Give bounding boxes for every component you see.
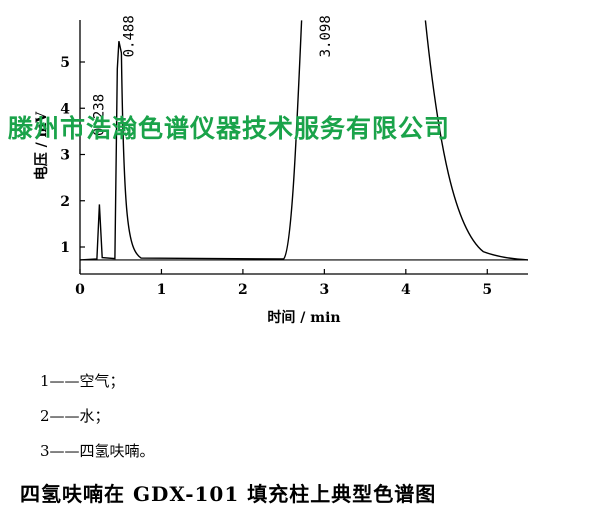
legend-item-1: 1——空气； <box>40 372 125 390</box>
legend-item-3: 3——四氢呋喃。 <box>40 442 155 460</box>
y-tick-label-2: 3 <box>60 148 70 164</box>
chromatogram-trace <box>79 20 529 261</box>
peak-label-2: 0.488 <box>122 15 138 57</box>
peak-label-1: 0.238 <box>91 94 107 136</box>
y-tick-label-1: 2 <box>60 194 70 210</box>
x-tick-label-3: 3 <box>319 282 329 298</box>
axis-ticks: 0 1 2 3 4 5 1 2 3 4 5 <box>60 55 492 298</box>
legend-item-2: 2——水； <box>40 407 110 425</box>
x-axis-label: 时间 / min <box>267 309 340 326</box>
x-tick-label-4: 4 <box>401 282 411 298</box>
x-tick-label-5: 5 <box>482 282 492 298</box>
x-tick-label-0: 0 <box>75 282 85 298</box>
figure-caption: 四氢呋喃在 GDX-101 填充柱上典型色谱图 <box>20 482 437 506</box>
y-tick-label-3: 4 <box>60 101 70 117</box>
x-tick-label-2: 2 <box>238 282 248 298</box>
chart-axes <box>79 20 528 275</box>
watermark-company-name: 滕州市浩瀚色谱仪器技术服务有限公司 <box>8 114 451 143</box>
y-tick-label-4: 5 <box>60 55 70 71</box>
y-tick-label-0: 1 <box>60 240 70 256</box>
peak-labels: 0.238 0.488 3.098 <box>91 15 333 136</box>
peak-label-3: 3.098 <box>318 15 334 57</box>
x-tick-label-1: 1 <box>157 282 167 298</box>
y-axis-label: 电压 / mV <box>33 111 50 181</box>
chromatogram-chart: 0 1 2 3 4 5 1 2 3 4 5 0.238 0.488 3.098 时间 / min 电压 … <box>33 15 529 326</box>
